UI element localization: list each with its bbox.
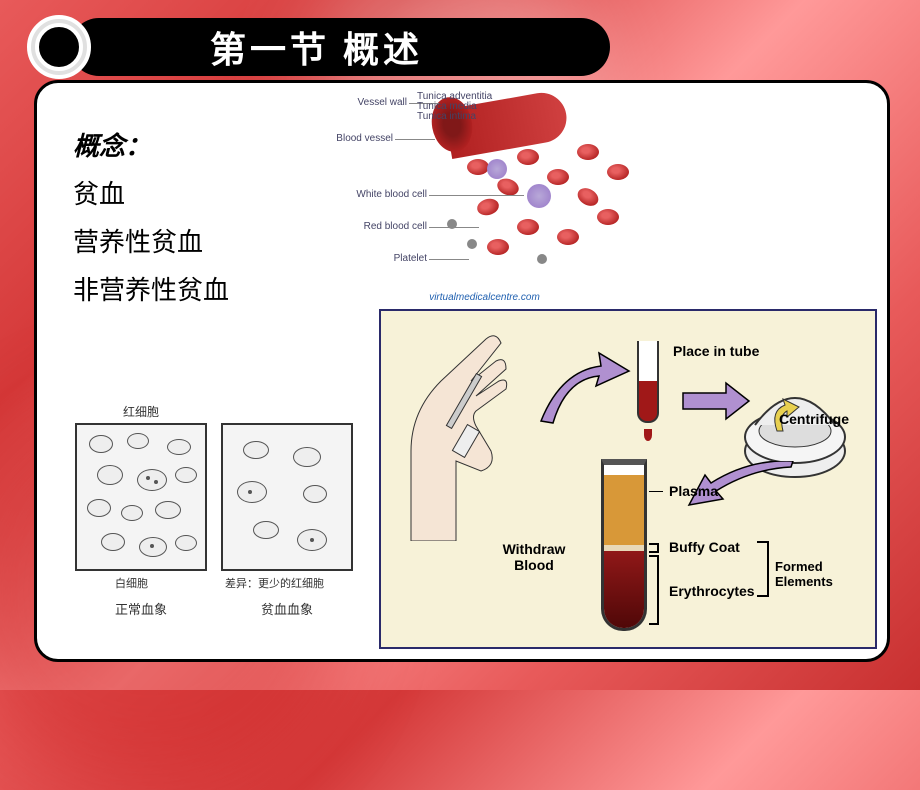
rbc-icon: [467, 159, 489, 175]
figure-credit: virtualmedicalcentre.com: [317, 292, 652, 303]
ring-icon: [24, 12, 94, 82]
small-tube-icon: [637, 341, 659, 423]
label-vessel-wall: Vessel wall: [317, 97, 407, 108]
content-frame: 概念： 贫血 营养性贫血 非营养性贫血 Vessel wall Blood ve…: [34, 80, 890, 662]
wbc-icon: [527, 184, 551, 208]
bullet-2: 营养性贫血: [73, 219, 229, 267]
label-formed-elements: Formed Elements: [775, 559, 875, 589]
smear-caption-normal: 正常血象: [75, 599, 207, 618]
figure-blood-smears: 红细胞 白细胞 差异：更少的红细胞 正常血象 贫血血象: [75, 399, 365, 625]
arm-icon: [401, 331, 541, 541]
title-bar: 第一节 概述: [70, 18, 610, 76]
wbc-icon: [487, 159, 507, 179]
rbc-icon: [517, 219, 539, 235]
rbc-icon: [557, 229, 579, 245]
label-blood-vessel: Blood vessel: [317, 133, 393, 144]
slide-title: 第一节 概述: [210, 21, 423, 73]
label-wbc: White blood cell: [317, 189, 427, 200]
platelet-icon: [467, 239, 477, 249]
smear-top-label-rbc: 红细胞: [75, 403, 207, 420]
bullet-3: 非营养性贫血: [73, 267, 229, 315]
platelet-icon: [537, 254, 547, 264]
smear-label-wbc: 白细胞: [115, 575, 148, 591]
arrow-icon: [531, 351, 631, 441]
label-buffy: Buffy Coat: [669, 539, 740, 555]
rbc-icon: [475, 196, 500, 217]
rbc-icon: [517, 149, 539, 165]
smear-anemia: [221, 423, 353, 571]
rbc-icon: [607, 164, 629, 180]
concept-heading: 概念：: [73, 123, 229, 171]
erythrocyte-layer: [604, 551, 644, 628]
rbc-icon: [487, 239, 509, 255]
label-withdraw: Withdraw: [489, 541, 579, 557]
rbc-icon: [597, 209, 619, 225]
label-platelet: Platelet: [317, 253, 427, 264]
bullet-1: 贫血: [73, 171, 229, 219]
rbc-icon: [547, 169, 569, 185]
rbc-icon: [577, 144, 599, 160]
smear-normal: [75, 423, 207, 571]
plasma-layer: [604, 475, 644, 545]
label-place-in-tube: Place in tube: [673, 343, 759, 359]
label-erythrocytes: Erythrocytes: [669, 583, 755, 599]
figure-centrifuge: Place in tube Centrifuge Withdraw Blood: [379, 309, 877, 649]
smear-right-caption: 差异：更少的红细胞: [225, 575, 355, 591]
label-rbc: Red blood cell: [317, 221, 427, 232]
label-plasma: Plasma: [669, 483, 718, 499]
centrifuged-tube: [601, 459, 647, 631]
figure-blood-vessel: Vessel wall Blood vessel Tunica adventit…: [317, 89, 652, 305]
text-block: 概念： 贫血 营养性贫血 非营养性贫血: [73, 123, 229, 315]
smear-caption-anemia: 贫血血象: [221, 599, 353, 618]
rbc-icon: [574, 185, 601, 210]
label-withdraw2: Blood: [489, 557, 579, 573]
label-tunica-intima: Tunica intima: [417, 111, 507, 122]
blood-drop-icon: [644, 429, 652, 441]
label-centrifuge: Centrifuge: [779, 411, 849, 427]
